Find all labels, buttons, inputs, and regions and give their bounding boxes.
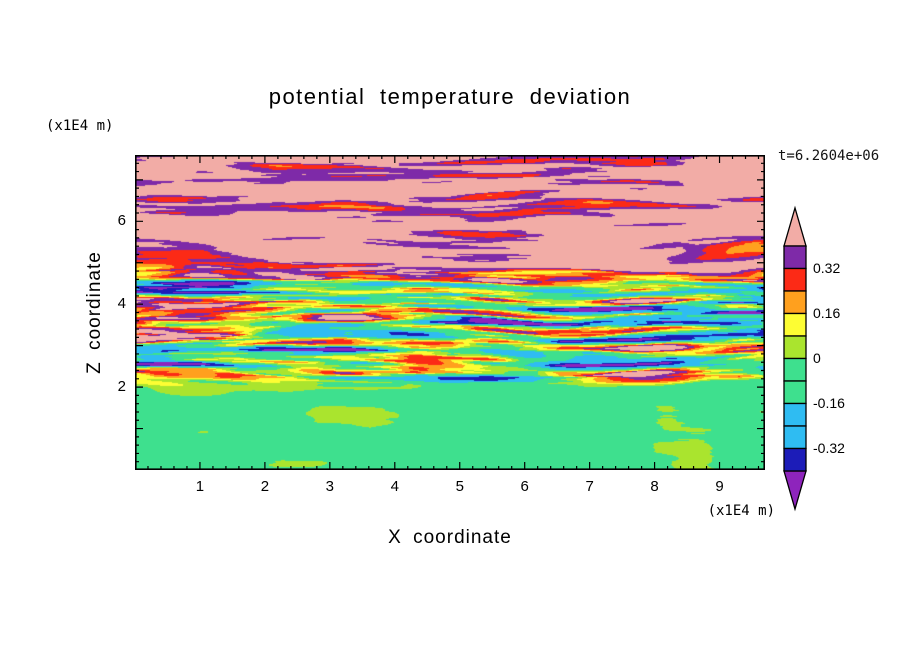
colorbar-band — [783, 267, 807, 292]
x-tick-label: 2 — [260, 478, 270, 495]
y-axis-unit-label: (x1E4 m) — [46, 118, 114, 134]
y-tick-label: 6 — [117, 212, 126, 230]
time-annotation: t=6.2604e+06 — [778, 148, 880, 164]
x-tick-label: 7 — [585, 478, 594, 495]
colorbar-band — [783, 425, 807, 450]
y-tick-label: 2 — [117, 378, 126, 396]
x-tick-label: 5 — [455, 478, 464, 495]
colorbar-band — [783, 447, 807, 472]
colorbar — [783, 205, 807, 512]
colorbar-band — [783, 312, 807, 337]
x-axis-label: X coordinate — [388, 527, 512, 548]
axes-frame — [135, 155, 765, 470]
colorbar-tick-label: 0 — [813, 349, 821, 366]
colorbar-over-arrow — [783, 205, 807, 247]
x-axis-unit-label: (x1E4 m) — [707, 503, 775, 519]
x-tick-label: 4 — [390, 478, 399, 495]
colorbar-tick-label: 0.32 — [813, 259, 841, 276]
axis-ticks — [135, 155, 765, 470]
colorbar-band — [783, 357, 807, 382]
contour-field-canvas — [135, 155, 765, 470]
x-tick-label: 3 — [325, 478, 335, 495]
y-tick-label: 4 — [117, 295, 126, 313]
colorbar-band — [783, 380, 807, 405]
colorbar-tick-label: 0.16 — [813, 304, 841, 321]
plot-border — [135, 155, 765, 470]
colorbar-tick-label: -0.16 — [813, 394, 845, 411]
x-tick-label: 9 — [715, 478, 724, 495]
plot-area — [135, 155, 765, 470]
colorbar-band — [783, 245, 807, 270]
colorbar-band — [783, 402, 807, 427]
colorbar-under-arrow — [783, 470, 807, 512]
colorbar-band — [783, 335, 807, 360]
colorbar-band — [783, 290, 807, 315]
y-axis-label: Z coordinate — [84, 251, 105, 374]
colorbar-tick-label: -0.32 — [813, 439, 845, 456]
chart-title: potential temperature deviation — [268, 84, 632, 109]
x-tick-label: 1 — [195, 478, 205, 495]
x-tick-label: 8 — [650, 478, 659, 495]
x-tick-label: 6 — [520, 478, 529, 495]
